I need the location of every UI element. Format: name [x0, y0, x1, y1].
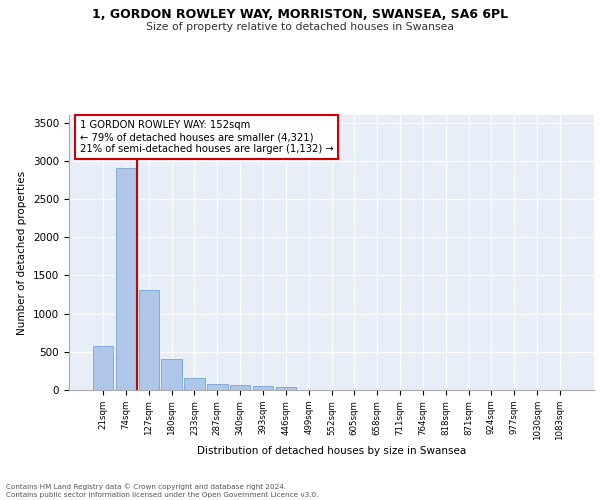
Bar	[230, 386, 250, 390]
Bar	[275, 387, 296, 390]
Bar	[184, 378, 205, 390]
Bar	[253, 386, 273, 390]
Text: Size of property relative to detached houses in Swansea: Size of property relative to detached ho…	[146, 22, 454, 32]
Y-axis label: Number of detached properties: Number of detached properties	[17, 170, 28, 334]
Bar	[116, 168, 136, 390]
Bar	[93, 346, 113, 390]
Bar	[161, 358, 182, 390]
Text: 1 GORDON ROWLEY WAY: 152sqm
← 79% of detached houses are smaller (4,321)
21% of : 1 GORDON ROWLEY WAY: 152sqm ← 79% of det…	[79, 120, 333, 154]
X-axis label: Distribution of detached houses by size in Swansea: Distribution of detached houses by size …	[197, 446, 466, 456]
Text: Contains HM Land Registry data © Crown copyright and database right 2024.
Contai: Contains HM Land Registry data © Crown c…	[6, 484, 319, 498]
Bar	[139, 290, 159, 390]
Text: 1, GORDON ROWLEY WAY, MORRISTON, SWANSEA, SA6 6PL: 1, GORDON ROWLEY WAY, MORRISTON, SWANSEA…	[92, 8, 508, 20]
Bar	[207, 384, 227, 390]
